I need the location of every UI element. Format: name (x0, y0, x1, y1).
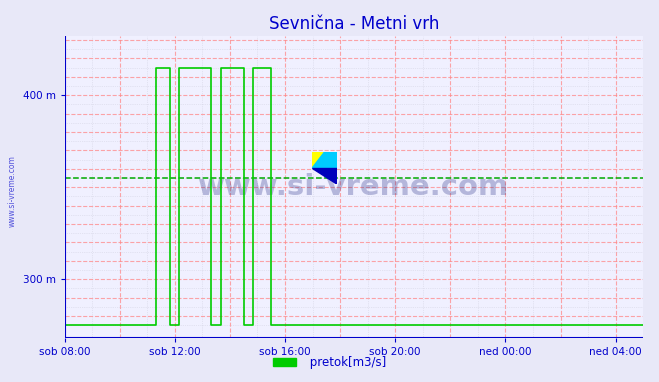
Polygon shape (312, 152, 337, 168)
Legend:  pretok[m3/s]: pretok[m3/s] (268, 352, 391, 374)
Polygon shape (312, 152, 325, 168)
Title: Sevnična - Metni vrh: Sevnična - Metni vrh (269, 15, 439, 33)
Text: www.si-vreme.com: www.si-vreme.com (198, 173, 509, 201)
Text: www.si-vreme.com: www.si-vreme.com (7, 155, 16, 227)
Polygon shape (312, 168, 337, 184)
